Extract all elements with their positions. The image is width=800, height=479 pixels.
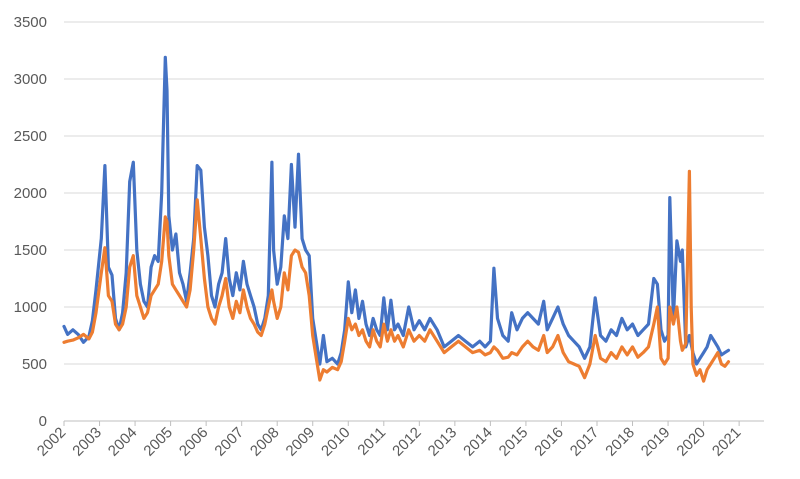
y-tick-label: 2000: [14, 185, 47, 202]
x-tick-label: 2019: [638, 424, 674, 460]
plot-area: [62, 55, 731, 383]
x-tick-label: 2005: [140, 424, 176, 460]
x-tick-label: 2004: [105, 424, 141, 460]
x-tick-label: 2003: [69, 424, 105, 460]
x-tick-label: 2015: [496, 424, 532, 460]
x-tick-label: 2020: [673, 424, 709, 460]
y-tick-label: 1500: [14, 242, 47, 259]
y-tick-label: 2500: [14, 128, 47, 145]
y-tick-label: 500: [22, 356, 47, 373]
x-tick-label: 2012: [389, 424, 425, 460]
y-tick-label: 3000: [14, 71, 47, 88]
grid-lines: [64, 21, 764, 365]
x-tick-label: 2016: [531, 424, 567, 460]
series-line-2: [62, 169, 731, 383]
x-tick-label: 2018: [602, 424, 638, 460]
y-tick-label: 0: [39, 413, 47, 430]
x-axis-tick-marks: [63, 421, 740, 426]
x-tick-label: 2009: [283, 424, 319, 460]
x-tick-label: 2008: [247, 424, 283, 460]
series-line-1: [62, 55, 731, 366]
y-axis: 0 500 1000 1500 2000 2500 3000 3500: [14, 14, 47, 430]
x-tick-label: 2006: [176, 424, 212, 460]
x-tick-label: 2013: [425, 424, 461, 460]
x-tick-label: 2017: [567, 424, 603, 460]
x-tick-label: 2014: [460, 424, 496, 460]
x-axis: 2002 2003 2004 2005 2006 2007 2008 2009 2010 2011…: [34, 424, 745, 460]
x-tick-label: 2010: [318, 424, 354, 460]
y-tick-label: 3500: [14, 14, 47, 31]
x-tick-label: 2007: [211, 424, 247, 460]
y-tick-label: 1000: [14, 299, 47, 316]
x-tick-label: 2011: [354, 424, 389, 459]
x-tick-label: 2021: [709, 424, 745, 460]
